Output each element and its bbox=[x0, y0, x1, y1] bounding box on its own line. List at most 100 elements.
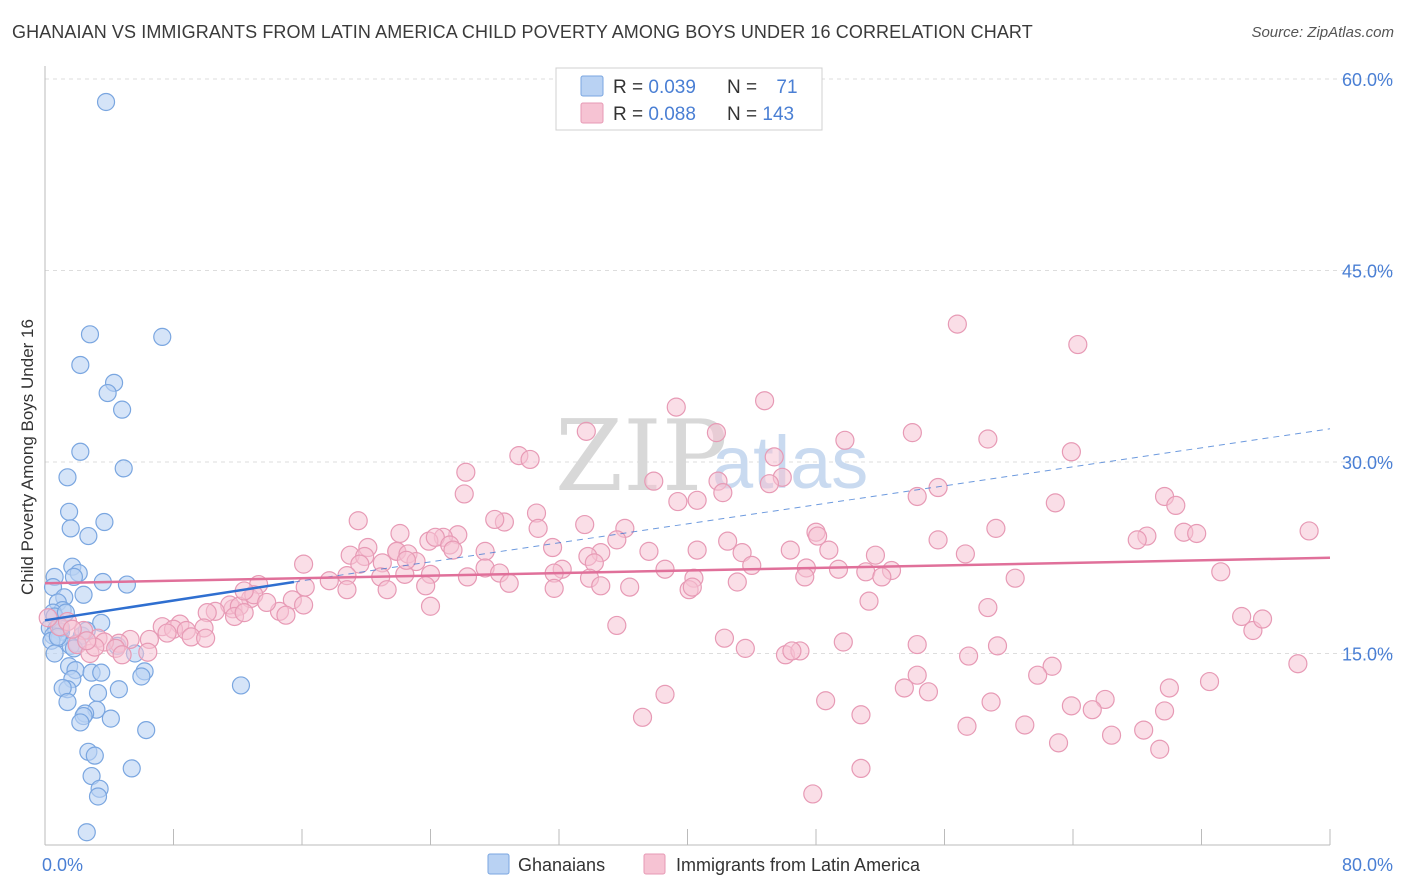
legend-r-value-1: 0.039 bbox=[648, 77, 696, 98]
latin-america-point bbox=[607, 615, 627, 636]
legend-swatch-ghanaians bbox=[580, 75, 604, 97]
latin-america-point bbox=[1211, 562, 1231, 582]
ghanaians-point bbox=[98, 383, 117, 403]
bottom-legend-swatch-latin-america bbox=[643, 853, 666, 875]
latin-america-point bbox=[713, 483, 733, 503]
latin-america-point bbox=[706, 423, 727, 443]
latin-america-point bbox=[835, 430, 855, 450]
latin-america-point bbox=[865, 545, 886, 565]
latin-america-point bbox=[1166, 495, 1186, 516]
latin-america-point bbox=[655, 559, 675, 579]
latin-america-point bbox=[542, 537, 563, 558]
ghanaians-point bbox=[101, 709, 120, 728]
latin-america-point bbox=[294, 595, 314, 615]
legend-r-label-1: R = bbox=[613, 77, 648, 98]
ghanaians-point bbox=[85, 746, 104, 765]
latin-america-point bbox=[620, 577, 640, 597]
latin-america-point bbox=[780, 540, 800, 560]
latin-america-point bbox=[816, 691, 836, 711]
latin-america-point bbox=[859, 591, 879, 611]
chart-title: GHANAIAN VS IMMIGRANTS FROM LATIN AMERIC… bbox=[12, 22, 1033, 42]
latin-america-point bbox=[907, 634, 927, 655]
latin-america-point bbox=[396, 550, 417, 570]
latin-america-point bbox=[819, 540, 839, 560]
ghanaians-point bbox=[114, 459, 133, 478]
latin-america-point bbox=[872, 567, 892, 587]
latin-america-point bbox=[1045, 493, 1065, 513]
series-legend: Ghanaians Immigrants from Latin America bbox=[487, 853, 921, 875]
latin-america-point bbox=[978, 429, 998, 449]
latin-america-trend-line bbox=[44, 556, 1331, 585]
latin-america-points bbox=[38, 314, 1319, 804]
ghanaians-point bbox=[88, 683, 108, 703]
latin-america-point bbox=[764, 447, 784, 467]
latin-america-point bbox=[456, 462, 476, 482]
latin-america-point bbox=[499, 573, 519, 593]
latin-america-point bbox=[457, 567, 478, 587]
ghanaians-point bbox=[92, 663, 111, 682]
latin-america-point bbox=[1127, 530, 1147, 550]
svg-text:N = 143: N = 143 bbox=[727, 104, 794, 125]
latin-america-point bbox=[795, 567, 815, 587]
latin-america-point bbox=[1150, 739, 1170, 759]
ghanaians-point bbox=[71, 713, 90, 732]
ghanaians-point bbox=[71, 442, 90, 461]
svg-text:R = 0.088: R = 0.088 bbox=[613, 104, 696, 125]
latin-america-point bbox=[732, 543, 752, 563]
source-credit: Source: ZipAtlas.com bbox=[1251, 24, 1394, 41]
y-tick-label: 15.0% bbox=[1342, 645, 1393, 665]
latin-america-point bbox=[1061, 442, 1081, 462]
zipatlas-watermark: ZIP atlas bbox=[555, 400, 868, 514]
latin-america-point bbox=[420, 596, 441, 616]
latin-america-point bbox=[1005, 568, 1025, 588]
x-tick-label-min: 0.0% bbox=[42, 855, 83, 875]
latin-america-point bbox=[978, 597, 998, 618]
latin-america-point bbox=[454, 484, 474, 504]
latin-america-point bbox=[138, 642, 158, 662]
latin-america-point bbox=[1134, 720, 1154, 740]
ghanaians-point bbox=[59, 502, 79, 521]
latin-america-point bbox=[639, 541, 659, 561]
latin-america-point bbox=[276, 605, 296, 625]
latin-america-point bbox=[986, 518, 1006, 538]
ghanaians-point bbox=[231, 676, 251, 695]
ghanaians-point bbox=[137, 720, 156, 740]
latin-america-point bbox=[112, 645, 132, 665]
latin-america-point bbox=[576, 421, 596, 441]
latin-america-point bbox=[902, 423, 922, 443]
latin-america-point bbox=[1061, 696, 1081, 716]
ghanaians-point bbox=[95, 512, 114, 532]
legend-r-value-2: 0.088 bbox=[648, 104, 696, 125]
latin-america-point bbox=[668, 491, 688, 512]
latin-america-point bbox=[907, 486, 927, 507]
latin-america-point bbox=[928, 477, 948, 498]
latin-america-point bbox=[987, 636, 1008, 656]
y-tick-label: 30.0% bbox=[1342, 453, 1393, 473]
latin-america-point bbox=[718, 531, 738, 551]
legend-n-value-1: 71 bbox=[776, 77, 797, 98]
latin-america-point bbox=[234, 603, 254, 623]
legend-n-label-1: N = bbox=[727, 77, 762, 98]
latin-america-point bbox=[1028, 665, 1048, 685]
latin-america-point bbox=[377, 580, 397, 600]
latin-america-point bbox=[981, 692, 1001, 712]
ghanaians-point bbox=[122, 759, 141, 778]
latin-america-point bbox=[1154, 701, 1175, 721]
latin-america-point bbox=[337, 580, 357, 600]
latin-america-point bbox=[520, 449, 540, 470]
ghanaians-point bbox=[132, 667, 151, 686]
ghanaians-point bbox=[112, 400, 132, 419]
ghanaians-point bbox=[61, 519, 80, 538]
latin-america-point bbox=[575, 514, 595, 535]
y-tick-label: 45.0% bbox=[1342, 262, 1393, 282]
latin-america-point bbox=[390, 523, 410, 544]
latin-america-point bbox=[1232, 606, 1252, 627]
svg-text:R = 0.039: R = 0.039 bbox=[613, 77, 696, 98]
latin-america-point bbox=[759, 474, 780, 494]
latin-america-point bbox=[833, 632, 853, 652]
latin-america-point bbox=[1101, 725, 1122, 745]
latin-america-point bbox=[632, 707, 653, 727]
latin-america-point bbox=[666, 397, 686, 417]
latin-america-point bbox=[1299, 521, 1319, 541]
latin-america-point bbox=[958, 646, 979, 666]
